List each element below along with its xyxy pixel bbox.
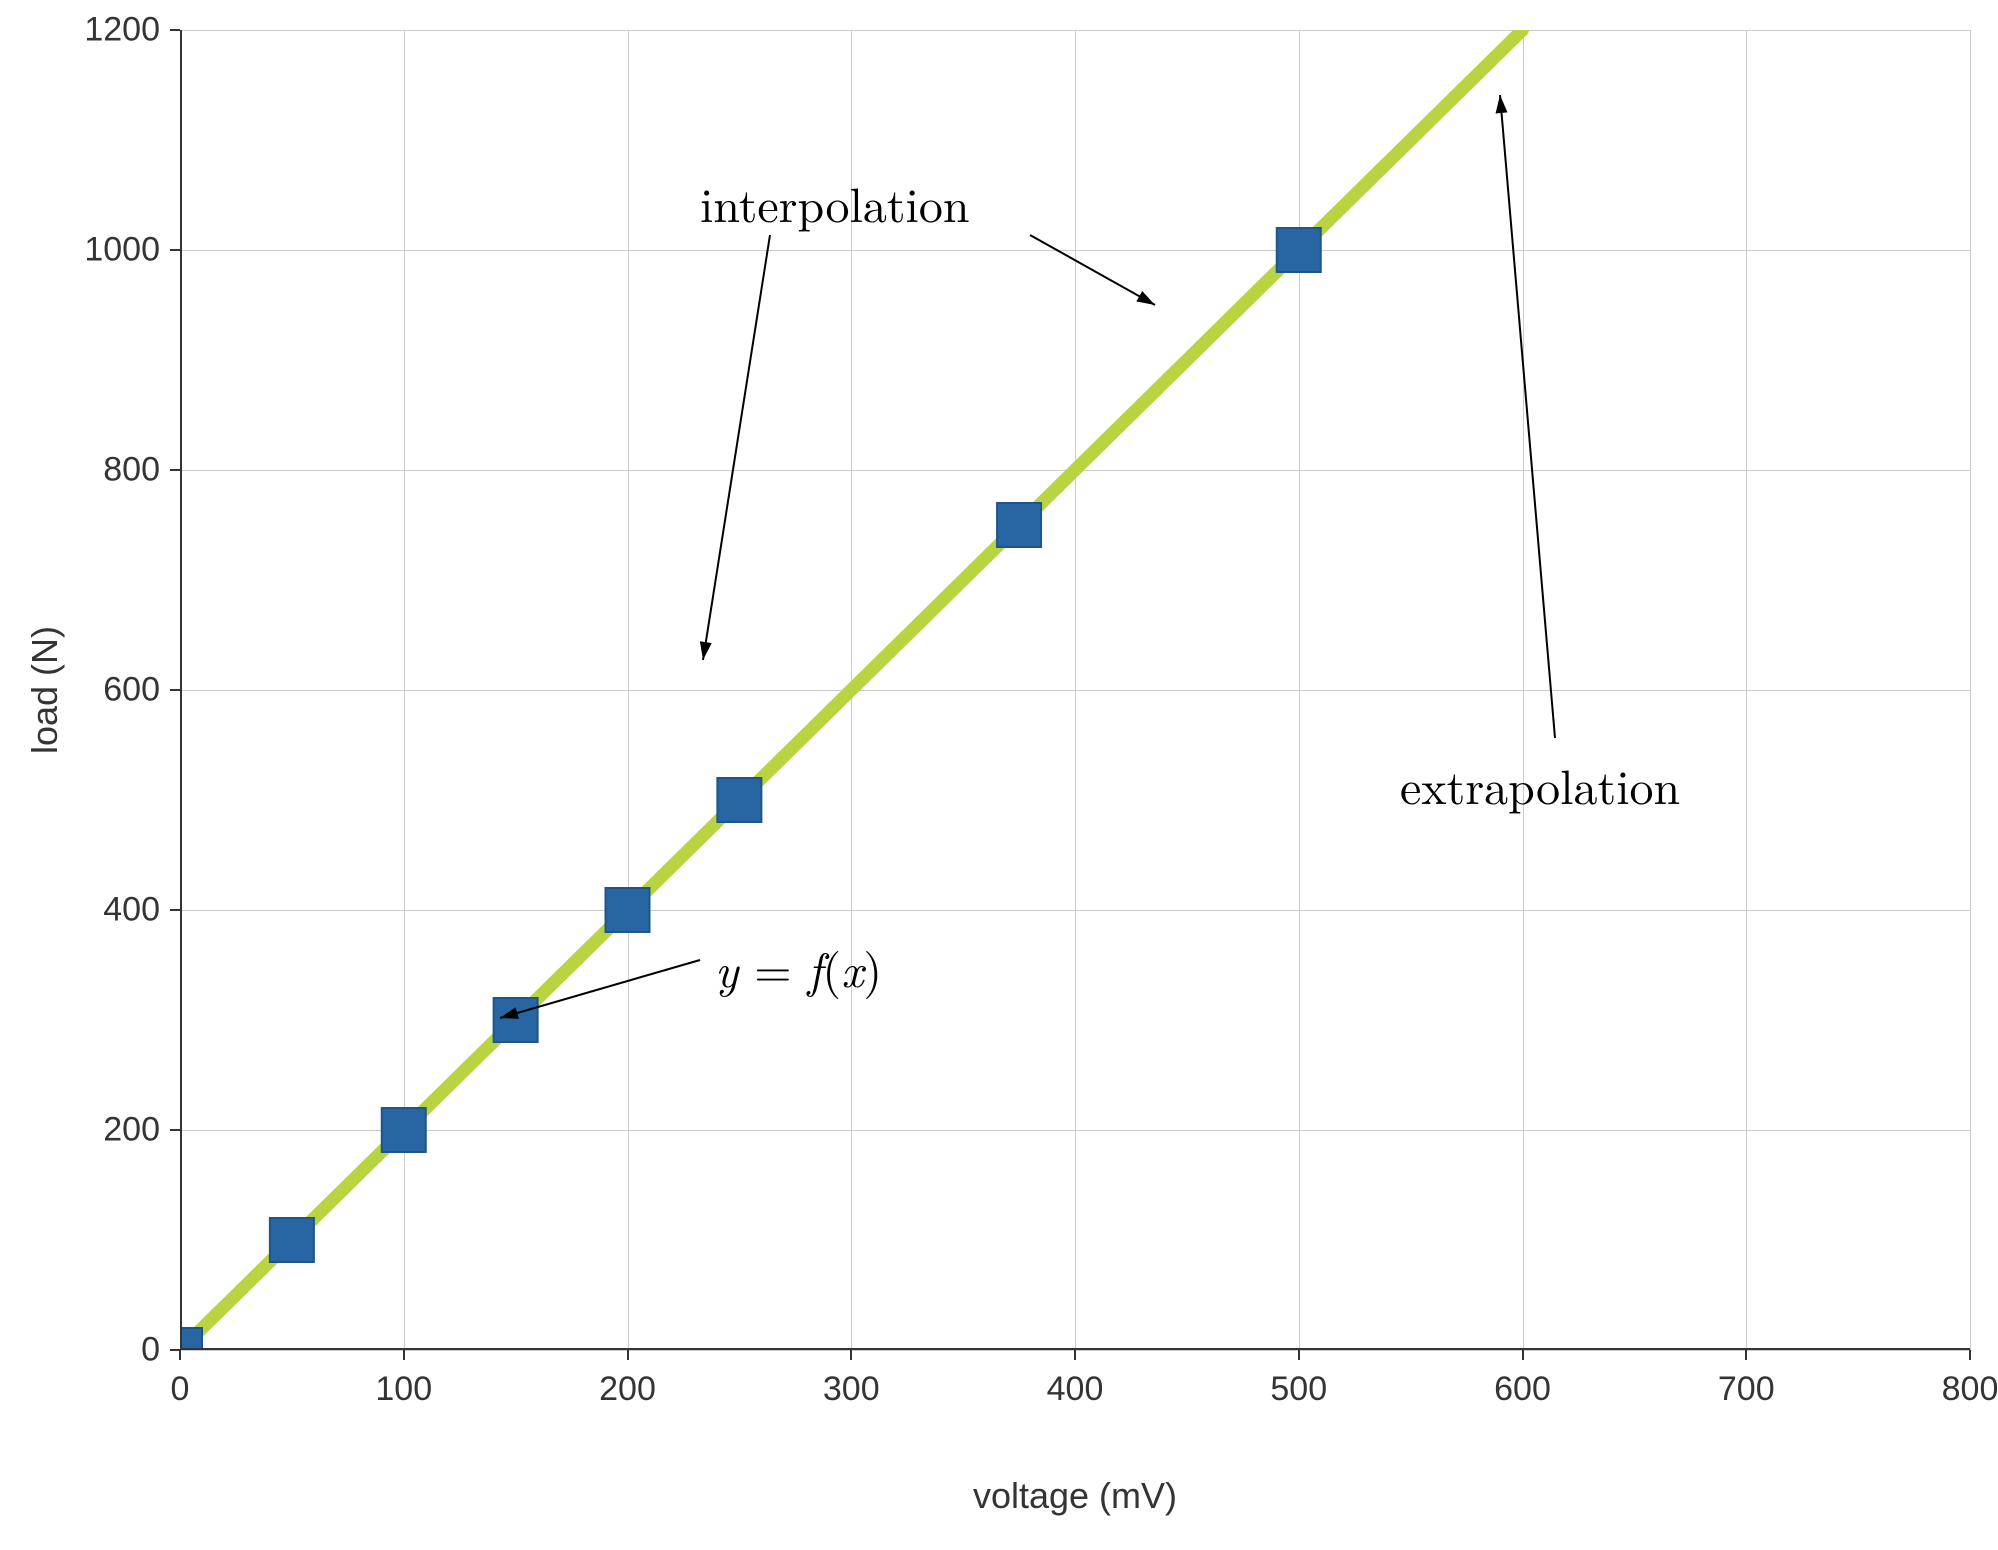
gridline-h [180,1130,1970,1131]
x-tick-label: 800 [1942,1370,1998,1409]
gridline-h [180,470,1970,471]
y-tick [170,689,180,691]
gridline-v [1970,30,1971,1350]
x-tick [1074,1350,1076,1360]
axis-border-bottom [180,1348,1970,1350]
axis-border-left [180,30,182,1350]
x-tick [403,1350,405,1360]
x-tick [1969,1350,1971,1360]
x-tick-label: 200 [599,1370,656,1409]
y-axis-label: load (N) [24,626,66,754]
chart-container: load (N) voltage (mV) interpolation extr… [0,0,1998,1550]
x-tick-label: 400 [1047,1370,1104,1409]
x-tick [1745,1350,1747,1360]
annotation-extrapolation: extrapolation [1400,750,1680,818]
y-tick-label: 1200 [84,11,160,50]
y-tick [170,249,180,251]
gridline-h [180,250,1970,251]
x-tick [1298,1350,1300,1360]
x-tick-label: 700 [1718,1370,1775,1409]
y-tick [170,909,180,911]
annotation-equation: y = f(x) [715,933,882,1001]
x-tick-label: 100 [375,1370,432,1409]
y-tick-label: 200 [103,1111,160,1150]
y-tick-label: 800 [103,451,160,490]
x-tick-label: 300 [823,1370,880,1409]
x-tick [627,1350,629,1360]
x-tick-label: 600 [1494,1370,1551,1409]
plot-area [180,30,1970,1350]
x-tick-label: 0 [171,1370,190,1409]
y-tick [170,29,180,31]
x-axis-label: voltage (mV) [973,1475,1177,1517]
x-tick [850,1350,852,1360]
x-tick [179,1350,181,1360]
y-tick-label: 1000 [84,231,160,270]
y-tick-label: 600 [103,671,160,710]
annotation-interpolation: interpolation [700,168,970,236]
y-tick [170,1129,180,1131]
y-tick-label: 0 [141,1331,160,1370]
y-tick [170,1349,180,1351]
y-tick-label: 400 [103,891,160,930]
x-tick [1522,1350,1524,1360]
y-tick [170,469,180,471]
gridline-h [180,690,1970,691]
gridline-h [180,910,1970,911]
x-tick-label: 500 [1270,1370,1327,1409]
gridline-h [180,30,1970,31]
